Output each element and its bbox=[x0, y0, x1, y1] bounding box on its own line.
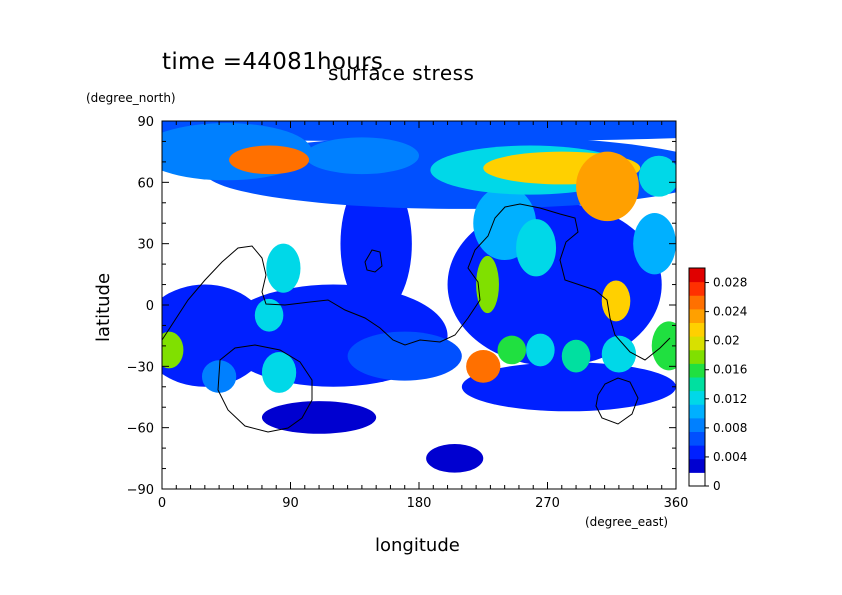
colorbar-segment bbox=[689, 390, 705, 405]
stress-blob-16 bbox=[638, 155, 676, 197]
colorbar-tick-label: 0.028 bbox=[713, 276, 747, 290]
stress-blob-27 bbox=[162, 331, 184, 369]
stress-blob-17 bbox=[266, 243, 301, 293]
stress-blob-32 bbox=[229, 145, 310, 175]
stress-blob-5 bbox=[461, 362, 676, 412]
stress-blob-0 bbox=[426, 444, 484, 473]
stress-blob-1 bbox=[261, 401, 377, 434]
colorbar-segment bbox=[689, 417, 705, 432]
stress-blob-13 bbox=[633, 213, 676, 275]
stress-blob-23 bbox=[561, 339, 591, 373]
stress-blob-4 bbox=[162, 284, 270, 387]
stress-blob-20 bbox=[261, 352, 297, 393]
stress-blob-30 bbox=[576, 151, 639, 222]
colorbar-segment bbox=[689, 472, 705, 487]
stress-blob-12 bbox=[304, 137, 419, 175]
colorbar-segment bbox=[689, 295, 705, 310]
x-tick-label: 270 bbox=[535, 496, 560, 511]
colorbar-tick-label: 0 bbox=[713, 479, 721, 493]
x-unit-label: (degree_east) bbox=[585, 515, 669, 529]
coastline-a bbox=[162, 203, 671, 361]
y-tick-label: 90 bbox=[137, 115, 154, 130]
colorbar-segment bbox=[689, 268, 705, 283]
stress-blob-21 bbox=[526, 333, 555, 367]
x-tick-label: 360 bbox=[664, 496, 689, 511]
colorbar-segment bbox=[689, 431, 705, 446]
stress-blob-2 bbox=[340, 172, 412, 316]
stress-blob-29 bbox=[601, 280, 631, 322]
colorbar-segment bbox=[689, 445, 705, 460]
x-tick-label: 180 bbox=[407, 496, 432, 511]
y-tick-label: −90 bbox=[127, 483, 154, 498]
chart-title: surface stress bbox=[328, 61, 475, 85]
axis-ticks bbox=[161, 120, 677, 490]
stress-blob-31 bbox=[466, 349, 501, 383]
stress-blob-26 bbox=[476, 255, 499, 314]
stress-field bbox=[162, 121, 676, 473]
y-tick-label: −30 bbox=[127, 360, 154, 375]
colorbar-tick-label: 0.008 bbox=[713, 421, 747, 435]
coastlines bbox=[162, 203, 671, 433]
colorbar-segment bbox=[689, 322, 705, 337]
time-label: time =44081hours bbox=[162, 49, 384, 75]
y-unit-label: (degree_north) bbox=[86, 91, 176, 105]
colorbar-segment bbox=[689, 281, 705, 296]
y-tick-label: 30 bbox=[137, 238, 154, 253]
colorbar-tick-label: 0.004 bbox=[713, 450, 747, 464]
coastline-c bbox=[595, 377, 639, 425]
stress-blob-18 bbox=[254, 298, 284, 332]
colorbar-frame bbox=[688, 267, 706, 487]
coastline-b bbox=[217, 344, 313, 433]
x-tick-label: 0 bbox=[158, 496, 166, 511]
stress-blob-9 bbox=[347, 331, 462, 381]
colorbar-tick-label: 0.012 bbox=[713, 392, 747, 406]
y-tick-label: −60 bbox=[127, 422, 154, 437]
colorbar-segment bbox=[689, 404, 705, 419]
y-tick-label: 0 bbox=[146, 299, 154, 314]
stress-blob-24 bbox=[497, 335, 527, 365]
colorbar-tick-label: 0.016 bbox=[713, 363, 747, 377]
stress-blob-25 bbox=[651, 321, 676, 371]
x-tick-label: 90 bbox=[282, 496, 299, 511]
stress-blob-19 bbox=[516, 219, 557, 277]
x-axis-label: longitude bbox=[375, 535, 460, 556]
colorbar-segment bbox=[689, 308, 705, 323]
colorbar-tick-label: 0.02 bbox=[713, 334, 740, 348]
axis-tick-labels: 0 90 180 270 360 90 60 30 0 −30 −60 −90 bbox=[127, 115, 689, 511]
colorbar-segment bbox=[689, 377, 705, 392]
stress-blob-22 bbox=[601, 335, 637, 373]
y-tick-label: 60 bbox=[137, 176, 154, 191]
colorbar-segment bbox=[689, 336, 705, 351]
coastline-d bbox=[364, 249, 383, 273]
colorbar-segment bbox=[689, 458, 705, 473]
colorbar: 0.028 0.024 0.02 0.016 0.012 0.008 0.004 0 bbox=[688, 267, 747, 493]
colorbar-segment bbox=[689, 349, 705, 364]
colorbar-segment bbox=[689, 363, 705, 378]
colorbar-tick-label: 0.024 bbox=[713, 305, 747, 319]
